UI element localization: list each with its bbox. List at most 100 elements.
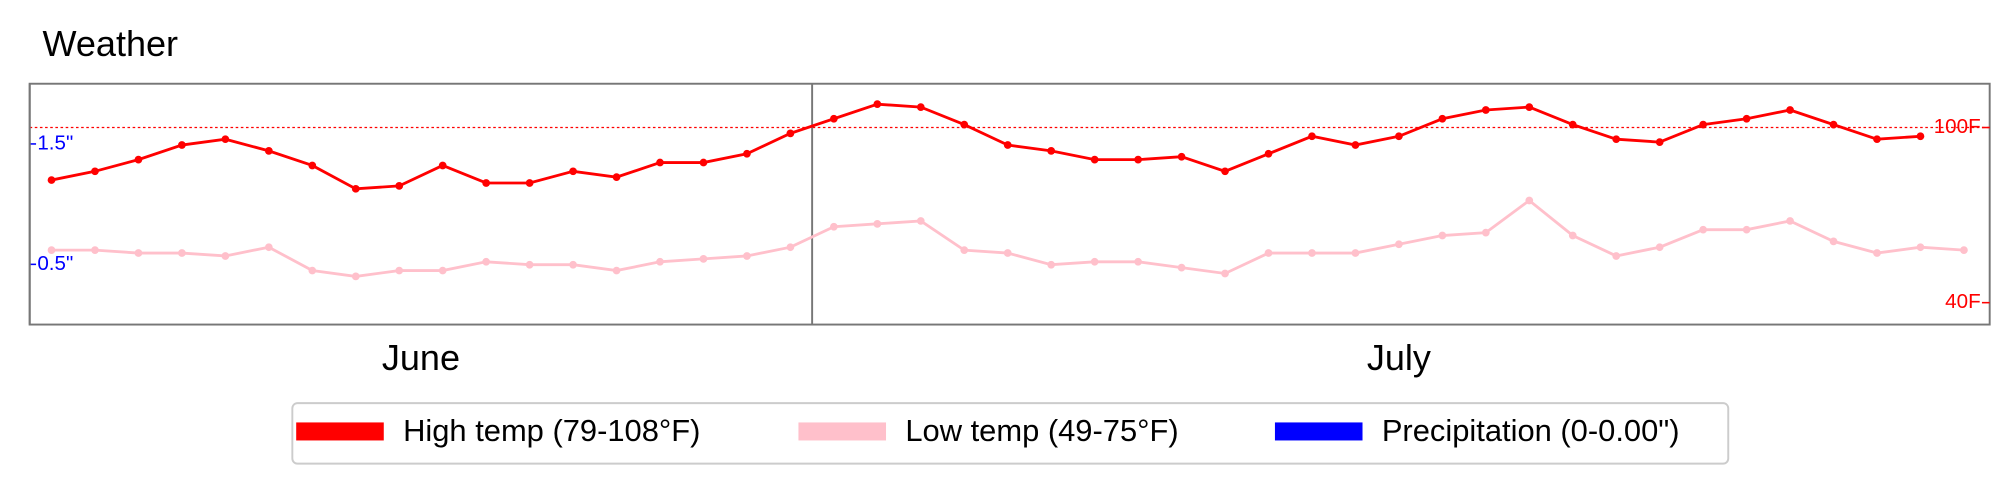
series-point — [178, 249, 186, 257]
series-point — [1264, 149, 1273, 158]
series-point — [1134, 257, 1142, 266]
series-point — [786, 243, 795, 252]
series-point — [438, 161, 447, 170]
series-point — [1090, 155, 1099, 164]
series-point — [1873, 135, 1881, 144]
series-point — [395, 266, 404, 275]
series-point — [960, 120, 969, 129]
series-line — [51, 102, 1921, 191]
series-point — [743, 149, 751, 158]
series-line — [51, 198, 1965, 278]
series-point — [656, 158, 664, 167]
series-point — [830, 222, 838, 231]
series-point — [134, 249, 143, 257]
series-point — [699, 158, 708, 167]
y2-tick-label: 0.5" — [37, 252, 73, 275]
series-point — [1742, 114, 1751, 123]
series-point — [569, 167, 577, 176]
series-point — [1177, 152, 1186, 161]
series-point — [1829, 120, 1838, 129]
series-point — [1047, 260, 1056, 269]
series-point — [1438, 114, 1447, 123]
series-point — [308, 161, 317, 170]
series-point — [1568, 120, 1577, 129]
series-point — [308, 266, 317, 275]
y-tick-label: 100F — [1934, 115, 1981, 138]
series-point — [351, 184, 360, 193]
series-point — [1221, 269, 1229, 278]
series-point — [916, 217, 925, 225]
series-point — [47, 246, 56, 254]
series-point — [1525, 196, 1534, 205]
legend-label: High temp (79-108°F) — [403, 413, 700, 448]
series-point — [1264, 249, 1273, 257]
series-point — [699, 255, 708, 263]
series-point — [178, 141, 186, 149]
legend-swatch — [798, 422, 887, 441]
series-point — [1525, 103, 1534, 111]
series-point — [1351, 249, 1360, 257]
y2-tick-label: 1.5" — [37, 131, 73, 154]
series-point — [1395, 132, 1403, 141]
series-point — [482, 257, 491, 266]
series-point — [1742, 225, 1751, 234]
series-point — [1177, 263, 1186, 272]
series-point — [1003, 249, 1012, 257]
series-point — [1308, 132, 1316, 141]
plot-frame — [28, 82, 1991, 326]
series-point — [264, 243, 273, 252]
series-point — [916, 103, 925, 111]
series-point — [1655, 138, 1664, 146]
series-point — [830, 114, 838, 123]
series-point — [873, 219, 882, 228]
series-point — [482, 179, 491, 187]
series-point — [221, 252, 230, 260]
series-point — [1655, 243, 1664, 252]
series-point — [525, 179, 534, 187]
series-point — [1916, 243, 1925, 252]
series-point — [612, 173, 621, 182]
series-point — [264, 147, 273, 155]
series-point — [1786, 217, 1794, 225]
series-point — [1481, 106, 1490, 114]
series-point — [569, 260, 577, 269]
series-point — [1916, 132, 1925, 141]
series-point — [395, 182, 404, 190]
series-point — [1568, 231, 1577, 240]
series-point — [134, 155, 143, 164]
series-point — [1438, 231, 1447, 240]
month-label: July — [1367, 337, 1431, 378]
legend-label: Precipitation (0-0.00") — [1382, 413, 1680, 448]
series-point — [1090, 257, 1099, 266]
series-point — [91, 246, 99, 254]
y-tick-label: 40F — [1945, 290, 1981, 313]
series-point — [960, 246, 969, 254]
series-point — [351, 272, 360, 281]
series-point — [1134, 155, 1142, 164]
series-point — [1612, 252, 1621, 260]
series-point — [525, 260, 534, 269]
series-point — [1003, 141, 1012, 149]
series-point — [1351, 141, 1360, 149]
series-point — [1699, 225, 1708, 234]
series-point — [47, 176, 56, 184]
series-point — [1221, 167, 1229, 176]
legend-swatch — [1274, 422, 1363, 441]
legend-swatch — [296, 422, 384, 441]
series-point — [612, 266, 621, 275]
series-point — [743, 252, 751, 260]
series-point — [873, 100, 882, 109]
series-point — [1481, 228, 1490, 237]
series-point — [1612, 135, 1621, 144]
chart-title: Weather — [42, 23, 178, 64]
series-point — [786, 129, 795, 138]
legend-label: Low temp (49-75°F) — [905, 413, 1178, 448]
series-point — [438, 266, 447, 275]
series-point — [1960, 246, 1968, 254]
series-point — [1873, 249, 1881, 257]
series-point — [656, 257, 664, 266]
series-point — [1308, 249, 1316, 257]
legend-frame — [291, 402, 1730, 465]
series-point — [1786, 106, 1794, 114]
